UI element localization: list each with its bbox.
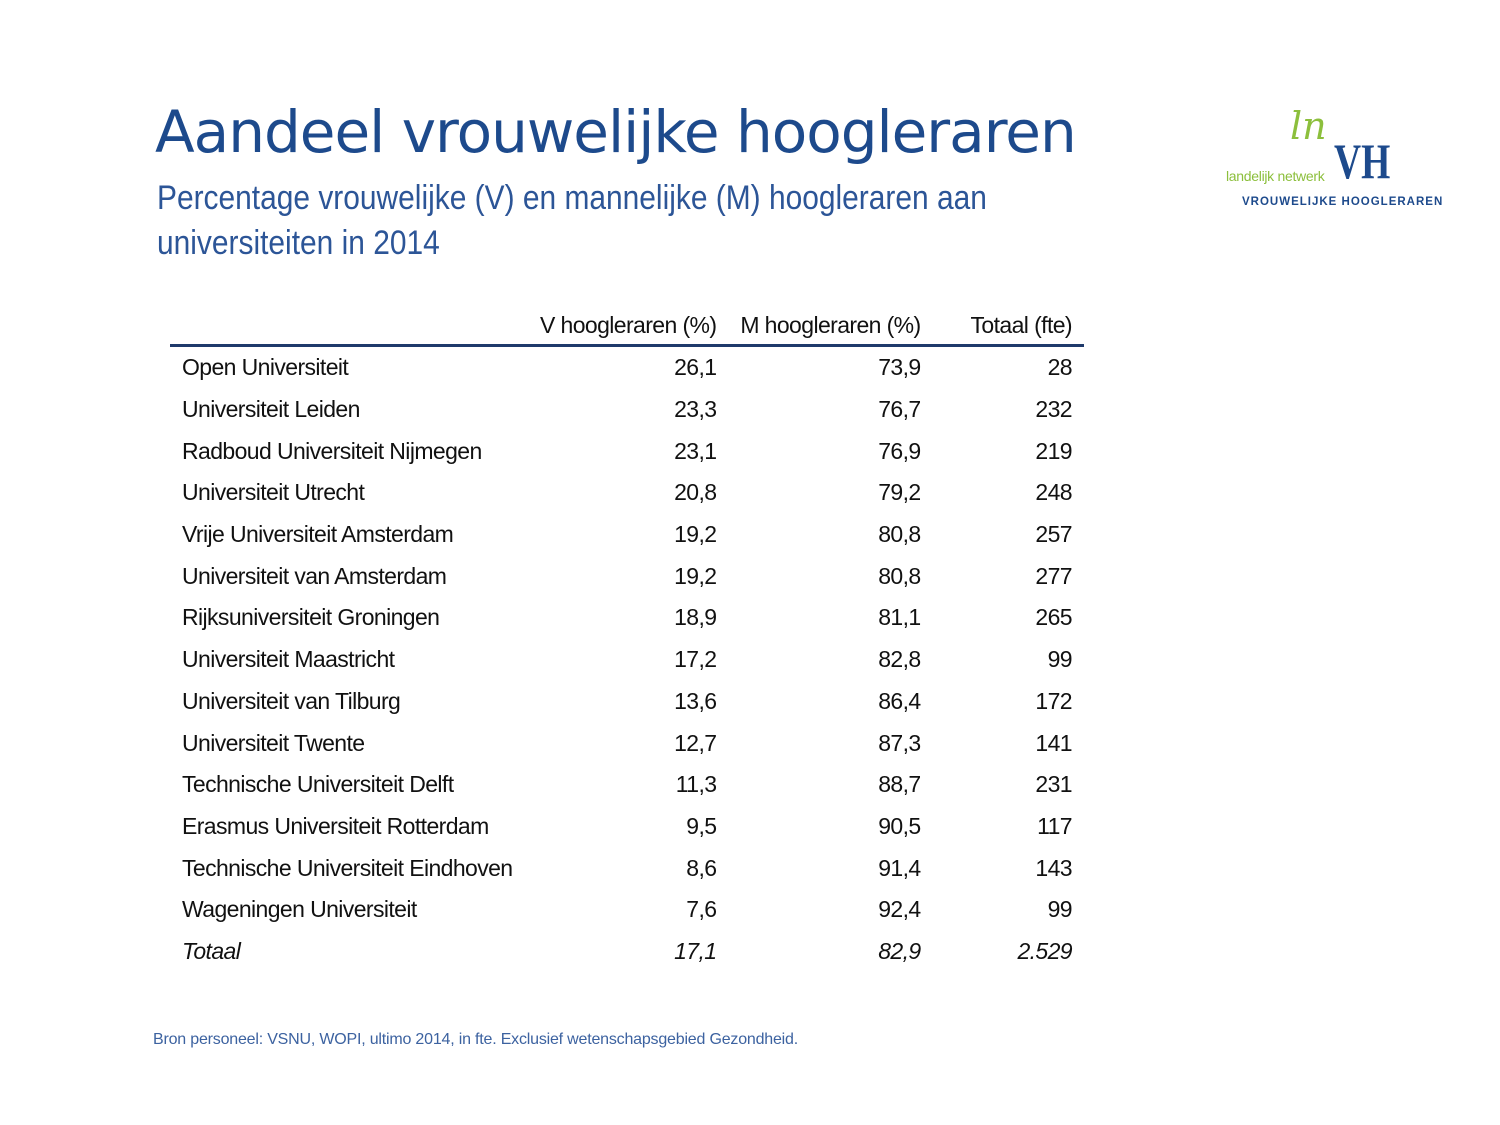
m-percentage: 82,9: [878, 937, 921, 964]
total-fte: 265: [1035, 604, 1072, 631]
v-percentage: 23,1: [674, 437, 717, 464]
university-name: Wageningen Universiteit: [182, 896, 417, 923]
logo-network-text: landelijk netwerk: [1226, 168, 1325, 184]
total-fte: 257: [1035, 521, 1072, 548]
column-header: Totaal (fte): [932, 306, 1084, 347]
total-fte: 232: [1035, 396, 1072, 423]
university-name: Technische Universiteit Eindhoven: [182, 854, 513, 881]
university-name: Radboud Universiteit Nijmegen: [182, 437, 482, 464]
table-row: Universiteit Leiden 23,3 76,7 232: [170, 389, 1084, 431]
table-row: Technische Universiteit Delft 11,3 88,7 231: [170, 764, 1084, 806]
m-percentage: 73,9: [878, 354, 921, 381]
total-fte: 117: [1037, 812, 1072, 839]
column-header: M hoogleraren (%): [728, 306, 933, 347]
logo-initials: VH: [1334, 133, 1391, 189]
v-percentage: 17,2: [674, 646, 717, 673]
table-row: Rijksuniversiteit Groningen 18,9 81,1 265: [170, 597, 1084, 639]
column-header: [170, 306, 525, 347]
total-fte: 143: [1035, 854, 1072, 881]
v-percentage: 12,7: [674, 729, 717, 756]
total-fte: 99: [1047, 646, 1073, 673]
total-fte: 28: [1047, 354, 1073, 381]
professors-table: V hoogleraren (%) M hoogleraren (%) Totaal…: [170, 306, 1084, 972]
page-title: Aandeel vrouwelijke hoogleraren: [155, 98, 1077, 166]
table-row: Wageningen Universiteit 7,6 92,4 99: [170, 889, 1084, 931]
total-fte: 231: [1035, 771, 1072, 798]
v-percentage: 19,2: [674, 521, 717, 548]
university-name: Totaal: [182, 937, 241, 964]
m-percentage: 80,8: [878, 521, 921, 548]
university-name: Universiteit van Tilburg: [182, 687, 401, 714]
university-name: Universiteit van Amsterdam: [182, 562, 447, 589]
table-row: Universiteit van Amsterdam 19,2 80,8 277: [170, 555, 1084, 597]
table-row: Technische Universiteit Eindhoven 8,6 91,4…: [170, 847, 1084, 889]
v-percentage: 13,6: [674, 687, 717, 714]
table-row: Universiteit van Tilburg 13,6 86,4 172: [170, 681, 1084, 723]
table-row: Erasmus Universiteit Rotterdam 9,5 90,5 117: [170, 806, 1084, 848]
university-name: Erasmus Universiteit Rotterdam: [182, 812, 489, 839]
m-percentage: 80,8: [878, 562, 921, 589]
v-percentage: 20,8: [674, 479, 717, 506]
total-fte: 99: [1047, 896, 1073, 923]
source-note: Bron personeel: VSNU, WOPI, ultimo 2014,…: [153, 1031, 798, 1048]
total-fte: 219: [1035, 437, 1072, 464]
logo-name: VROUWELIJKE HOOGLERAREN: [1242, 196, 1444, 208]
m-percentage: 88,7: [878, 771, 921, 798]
m-percentage: 87,3: [878, 729, 921, 756]
university-name: Universiteit Twente: [182, 729, 365, 756]
v-percentage: 7,6: [686, 896, 717, 923]
m-percentage: 76,7: [878, 396, 921, 423]
university-name: Open Universiteit: [182, 354, 349, 381]
table-row: Universiteit Utrecht 20,8 79,2 248: [170, 472, 1084, 514]
v-percentage: 23,3: [674, 396, 717, 423]
university-name: Universiteit Maastricht: [182, 646, 395, 673]
v-percentage: 17,1: [674, 937, 717, 964]
university-name: Universiteit Leiden: [182, 396, 360, 423]
total-fte: 277: [1035, 562, 1072, 589]
university-name: Vrije Universiteit Amsterdam: [182, 521, 454, 548]
total-fte: 141: [1035, 729, 1072, 756]
m-percentage: 92,4: [878, 896, 921, 923]
m-percentage: 81,1: [878, 604, 921, 631]
page-subtitle: Percentage vrouwelijke (V) en mannelijke…: [157, 179, 987, 262]
table-header-row: V hoogleraren (%) M hoogleraren (%) Totaal…: [170, 306, 1084, 347]
v-percentage: 11,3: [675, 771, 717, 798]
m-percentage: 79,2: [878, 479, 921, 506]
m-percentage: 90,5: [878, 812, 921, 839]
m-percentage: 86,4: [878, 687, 921, 714]
university-name: Rijksuniversiteit Groningen: [182, 604, 440, 631]
m-percentage: 82,8: [878, 646, 921, 673]
university-name: Universiteit Utrecht: [182, 479, 365, 506]
column-header: V hoogleraren (%): [524, 306, 729, 347]
table-row: Universiteit Maastricht 17,2 82,8 99: [170, 639, 1084, 681]
university-name: Technische Universiteit Delft: [182, 771, 454, 798]
v-percentage: 26,1: [674, 354, 717, 381]
table-row: Vrije Universiteit Amsterdam 19,2 80,8 257: [170, 514, 1084, 556]
v-percentage: 8,6: [686, 854, 717, 881]
m-percentage: 91,4: [878, 854, 921, 881]
lnvh-logo: ln landelijk netwerk VH VROUWELIJKE HOOG…: [1222, 104, 1442, 213]
logo-mark: ln: [1290, 104, 1327, 148]
total-fte: 248: [1035, 479, 1072, 506]
table-row: Open Universiteit 26,1 73,9 28: [170, 346, 1084, 389]
v-percentage: 18,9: [674, 604, 717, 631]
table-row: Universiteit Twente 12,7 87,3 141: [170, 722, 1084, 764]
total-row: Totaal 17,1 82,9 2.529: [170, 931, 1084, 973]
m-percentage: 76,9: [878, 437, 921, 464]
table-row: Radboud Universiteit Nijmegen 23,1 76,9 219: [170, 430, 1084, 472]
total-fte: 172: [1035, 687, 1072, 714]
v-percentage: 19,2: [674, 562, 717, 589]
v-percentage: 9,5: [686, 812, 717, 839]
total-fte: 2.529: [1017, 937, 1072, 964]
